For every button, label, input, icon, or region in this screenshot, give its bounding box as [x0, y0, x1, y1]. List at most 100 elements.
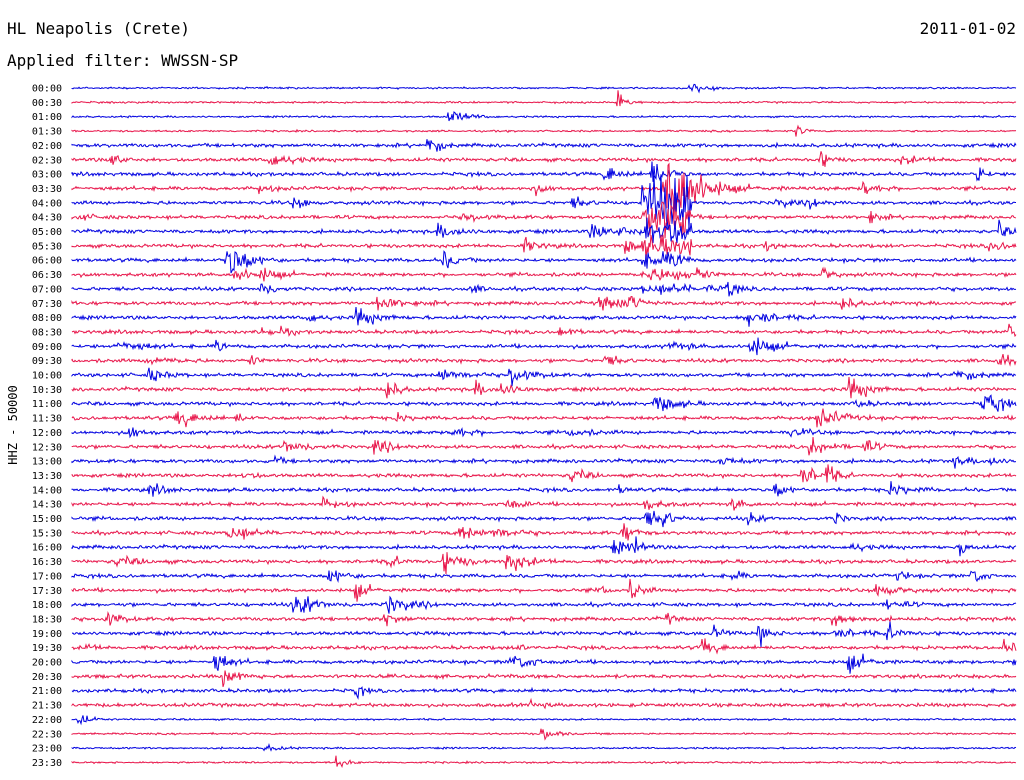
- trace-19:30: [71, 638, 1017, 655]
- tick-label: 06:00: [32, 256, 62, 267]
- tick-label: 22:00: [32, 715, 62, 726]
- tick-label: 09:00: [32, 342, 62, 353]
- trace-05:00: [71, 217, 1017, 244]
- trace-11:00: [71, 394, 1017, 412]
- trace-19:00: [71, 621, 1017, 648]
- trace-20:00: [71, 653, 1017, 674]
- tick-label: 04:30: [32, 213, 62, 224]
- trace-05:30: [71, 234, 1017, 261]
- tick-label: 00:30: [32, 98, 62, 109]
- trace-09:30: [71, 353, 1017, 367]
- tick-label: 12:00: [32, 428, 62, 439]
- tick-label: 01:00: [32, 112, 62, 123]
- tick-label: 17:30: [32, 586, 62, 597]
- station-title: HL Neapolis (Crete): [7, 19, 191, 38]
- tick-label: 19:00: [32, 629, 62, 640]
- tick-label: 19:30: [32, 643, 62, 654]
- tick-labels: 00:00 00:30 01:00 01:30 02:00 02:30 03:00 03:30…: [32, 84, 62, 769]
- trace-22:30: [71, 728, 1017, 741]
- trace-04:30: [71, 201, 1017, 239]
- tick-label: 18:00: [32, 600, 62, 611]
- tick-label: 16:00: [32, 543, 62, 554]
- tick-label: 08:30: [32, 327, 62, 338]
- tick-label: 02:00: [32, 141, 62, 152]
- tick-label: 15:00: [32, 514, 62, 525]
- trace-16:00: [71, 536, 1017, 557]
- trace-17:30: [71, 578, 1017, 602]
- tick-label: 23:00: [32, 744, 62, 755]
- trace-23:00: [71, 743, 1017, 752]
- trace-12:00: [71, 427, 1017, 439]
- tick-label: 13:00: [32, 457, 62, 468]
- date-label: 2011-01-02: [919, 19, 1016, 38]
- trace-01:30: [71, 124, 1017, 137]
- tick-label: 11:30: [32, 414, 62, 425]
- tick-label: 21:30: [32, 701, 62, 712]
- filter-label: Applied filter: WWSSN-SP: [7, 51, 239, 70]
- trace-16:30: [71, 552, 1017, 575]
- tick-label: 22:30: [32, 729, 62, 740]
- tick-label: 14:30: [32, 500, 62, 511]
- trace-03:00: [71, 161, 1017, 182]
- trace-21:30: [71, 697, 1017, 710]
- trace-14:30: [71, 495, 1017, 511]
- tick-label: 20:30: [32, 672, 62, 683]
- trace-17:00: [71, 570, 1017, 583]
- trace-09:00: [71, 337, 1017, 356]
- tick-label: 00:00: [32, 84, 62, 95]
- seismic-traces: [71, 83, 1017, 769]
- tick-label: 05:00: [32, 227, 62, 238]
- tick-label: 08:00: [32, 313, 62, 324]
- tick-label: 14:00: [32, 485, 62, 496]
- trace-20:30: [71, 670, 1017, 687]
- tick-label: 23:30: [32, 758, 62, 769]
- trace-14:00: [71, 481, 1017, 497]
- trace-08:30: [71, 323, 1017, 338]
- trace-23:30: [71, 755, 1017, 769]
- trace-18:30: [71, 610, 1017, 627]
- tick-label: 03:00: [32, 170, 62, 181]
- trace-11:30: [71, 408, 1017, 428]
- trace-12:30: [71, 437, 1017, 456]
- trace-07:00: [71, 281, 1017, 297]
- trace-15:00: [71, 510, 1017, 528]
- tick-label: 07:00: [32, 284, 62, 295]
- tick-label: 09:30: [32, 356, 62, 367]
- tick-label: 16:30: [32, 557, 62, 568]
- tick-label: 11:00: [32, 399, 62, 410]
- tick-label: 17:00: [32, 571, 62, 582]
- trace-13:00: [71, 454, 1017, 469]
- tick-label: 04:00: [32, 198, 62, 209]
- trace-06:00: [71, 250, 1017, 274]
- tick-label: 18:30: [32, 614, 62, 625]
- tick-label: 15:30: [32, 528, 62, 539]
- trace-06:30: [71, 266, 1017, 282]
- tick-label: 05:30: [32, 241, 62, 252]
- trace-22:00: [71, 715, 1017, 726]
- tick-label: 01:30: [32, 127, 62, 138]
- trace-08:00: [71, 307, 1017, 327]
- trace-04:00: [71, 174, 1016, 231]
- trace-13:30: [71, 464, 1017, 483]
- trace-21:00: [71, 686, 1017, 700]
- tick-label: 02:30: [32, 155, 62, 166]
- trace-01:00: [71, 111, 1017, 122]
- tick-label: 20:00: [32, 658, 62, 669]
- trace-07:30: [71, 295, 1017, 311]
- trace-00:30: [71, 90, 1017, 107]
- tick-label: 06:30: [32, 270, 62, 281]
- tick-label: 12:30: [32, 442, 62, 453]
- trace-03:30: [71, 162, 1017, 220]
- trace-02:30: [71, 151, 1017, 167]
- trace-15:30: [71, 523, 1017, 541]
- trace-00:00: [71, 83, 1017, 94]
- trace-02:00: [71, 139, 1017, 152]
- trace-18:00: [71, 595, 1017, 614]
- tick-label: 10:30: [32, 385, 62, 396]
- trace-10:30: [71, 377, 1017, 399]
- tick-label: 10:00: [32, 371, 62, 382]
- tick-label: 13:30: [32, 471, 62, 482]
- tick-label: 03:30: [32, 184, 62, 195]
- tick-label: 07:30: [32, 299, 62, 310]
